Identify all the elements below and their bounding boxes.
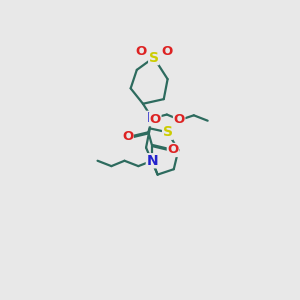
Text: S: S [163, 125, 172, 139]
Text: O: O [150, 113, 161, 126]
Text: N: N [146, 154, 158, 168]
Text: O: O [167, 143, 178, 157]
Text: O: O [173, 113, 185, 126]
Text: O: O [122, 130, 133, 142]
Text: S: S [149, 51, 159, 64]
Text: O: O [135, 45, 146, 58]
Text: O: O [161, 45, 172, 58]
Text: N: N [146, 111, 158, 125]
